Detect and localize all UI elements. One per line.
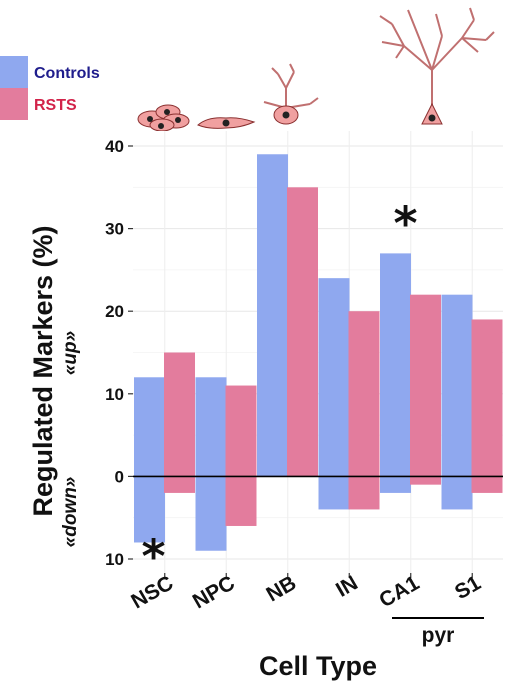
bar-controls-npc: [195, 377, 227, 551]
bar-rsts-nb: [287, 187, 318, 477]
bars: [134, 154, 503, 551]
significance-asterisk-ca1: *: [393, 196, 417, 250]
pyr-group-label: pyr: [422, 624, 455, 647]
significance-asterisk-nsc: *: [141, 529, 165, 583]
significance-markers: **: [141, 196, 417, 583]
x-axis-title: Cell Type: [259, 651, 377, 681]
nb-cell-icon: [263, 63, 319, 125]
bar-controls-nsc: [134, 377, 165, 543]
bar-controls-in: [318, 278, 350, 510]
y-tick-label: 40: [105, 137, 124, 156]
down-direction-label: «down»: [60, 477, 81, 548]
bar-rsts-npc: [225, 385, 257, 526]
legend-swatch-controls: [0, 56, 28, 88]
y-tick-label: 30: [105, 220, 124, 239]
legend-swatch-rsts: [0, 88, 28, 120]
npc-cell-icon: [197, 117, 256, 129]
nsc-cluster-icon: [137, 104, 190, 132]
y-tick-label: 10: [105, 385, 124, 404]
y-tick-label: 10: [105, 550, 124, 569]
bar-rsts-s1: [471, 319, 503, 493]
y-tick-label: 0: [115, 467, 124, 486]
y-axis-ticks: 40 30 20 10 0 10: [105, 137, 133, 569]
bar-rsts-in: [348, 311, 380, 510]
y-axis-title: Regulated Markers (%): [28, 225, 58, 516]
bar-controls-ca1: [380, 253, 411, 493]
bar-controls-s1: [441, 294, 473, 510]
legend-label-rsts: RSTS: [34, 97, 77, 114]
pyramidal-neuron-icon: [379, 7, 495, 125]
legend-label-controls: Controls: [34, 65, 100, 82]
bar-rsts-ca1: [410, 294, 441, 485]
legend: Controls RSTS: [0, 56, 100, 120]
bar-rsts-nsc: [164, 352, 195, 493]
y-tick-label: 20: [105, 302, 124, 321]
bar-controls-nb: [257, 154, 288, 477]
up-direction-label: «up»: [60, 331, 81, 375]
